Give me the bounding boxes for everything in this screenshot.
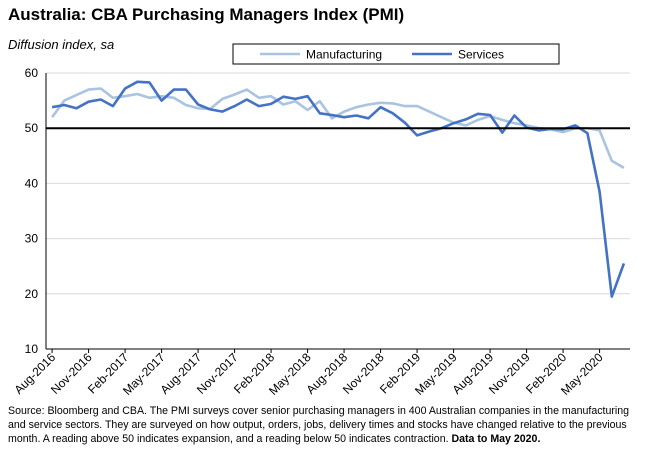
legend-box [232, 43, 560, 65]
source-footnote: Source: Bloomberg and CBA. The PMI surve… [8, 404, 644, 446]
x-axis: Aug-2016Nov-2016Feb-2017May-2017Aug-2017… [12, 348, 630, 398]
y-tick-label: 30 [25, 232, 39, 246]
legend: Manufacturing Services [232, 43, 560, 65]
legend-label-services: Services [458, 48, 504, 62]
y-tick-label: 20 [25, 287, 39, 301]
pmi-line-chart: 10 20 30 40 50 60 Aug-2016Nov-2016Feb-2017May… [12, 43, 630, 398]
chart-subtitle: Diffusion index, sa [8, 37, 115, 52]
legend-label-manufacturing: Manufacturing [306, 48, 382, 62]
chart-title: Australia: CBA Purchasing Managers Index… [8, 5, 405, 24]
y-tick-label: 60 [25, 66, 39, 80]
y-axis: 10 20 30 40 50 60 [25, 66, 47, 356]
y-tick-label: 10 [25, 342, 39, 356]
source-text: Source: Bloomberg and CBA. The PMI surve… [8, 405, 630, 445]
y-tick-label: 50 [25, 121, 39, 135]
data-note: Data to May 2020. [451, 433, 541, 445]
y-tick-label: 40 [25, 176, 39, 190]
series-lines [46, 80, 630, 298]
